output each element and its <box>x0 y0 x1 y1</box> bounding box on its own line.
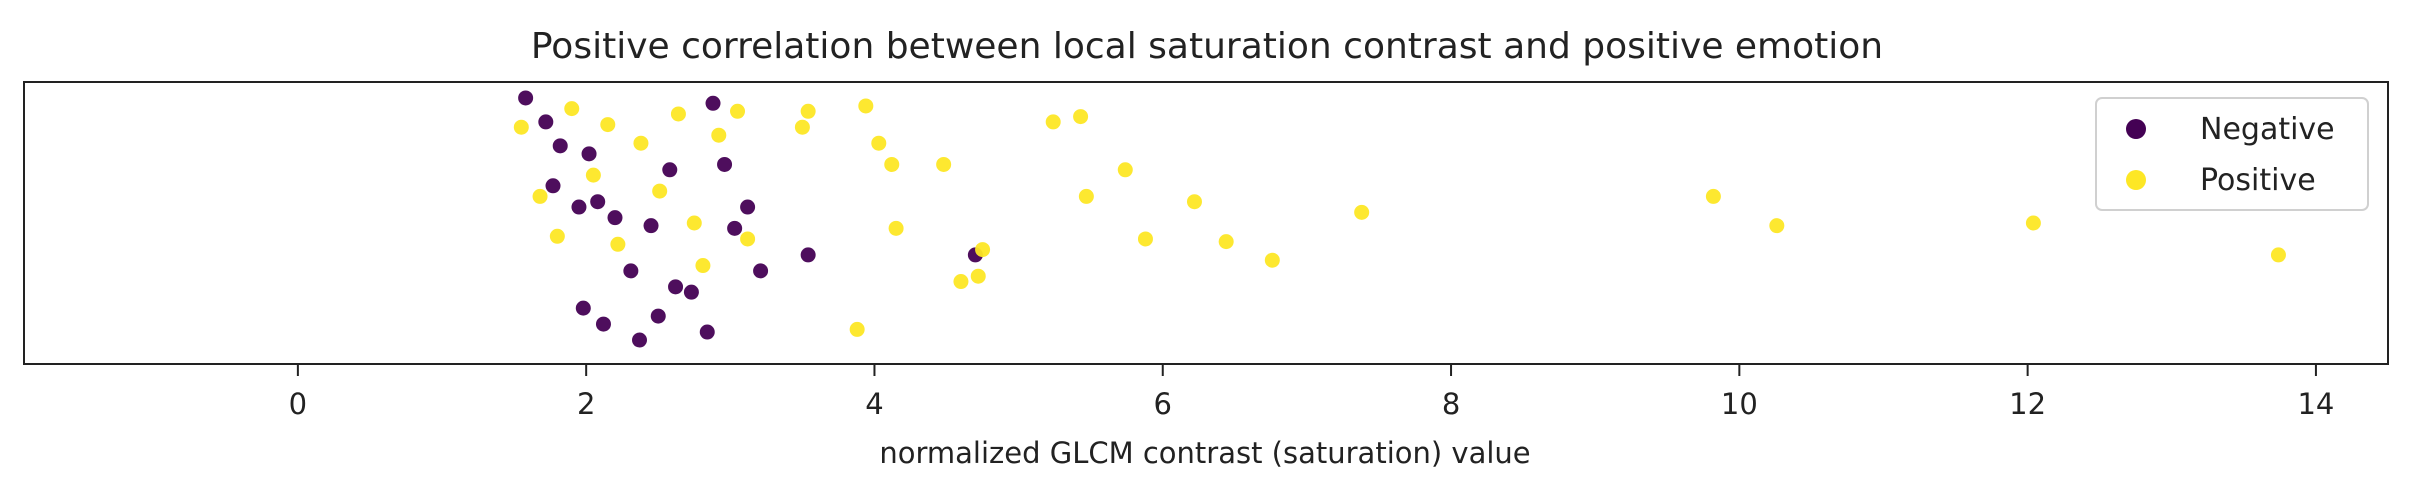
point-positive-20 <box>884 156 900 172</box>
point-negative-15 <box>727 220 743 236</box>
x-tick-label-5: 10 <box>1721 387 1758 421</box>
point-negative-10 <box>662 162 678 178</box>
point-negative-13 <box>705 95 721 111</box>
legend-box <box>2095 97 2369 211</box>
point-negative-21 <box>595 316 611 332</box>
point-negative-1 <box>538 114 554 130</box>
point-positive-6 <box>610 236 626 252</box>
legend-marker-negative <box>2126 119 2146 139</box>
point-negative-11 <box>668 279 684 295</box>
point-negative-9 <box>643 218 659 234</box>
point-negative-4 <box>571 199 587 215</box>
point-positive-4 <box>585 167 601 183</box>
x-tick-label-7: 14 <box>2297 387 2334 421</box>
point-positive-11 <box>695 258 711 274</box>
point-positive-7 <box>633 135 649 151</box>
point-positive-16 <box>800 103 816 119</box>
point-positive-2 <box>549 228 565 244</box>
point-negative-24 <box>699 324 715 340</box>
points-layer <box>513 90 2286 348</box>
point-positive-32 <box>1218 234 1234 250</box>
point-positive-10 <box>686 215 702 231</box>
point-positive-23 <box>953 274 969 290</box>
point-positive-9 <box>670 106 686 122</box>
point-negative-12 <box>683 284 699 300</box>
point-positive-19 <box>871 135 887 151</box>
point-positive-26 <box>1045 114 1061 130</box>
point-positive-36 <box>1769 218 1785 234</box>
point-negative-5 <box>581 146 597 162</box>
point-negative-0 <box>518 90 534 106</box>
legend-marker-positive <box>2126 170 2146 190</box>
x-axis-label: normalized GLCM contrast (saturation) va… <box>879 436 1530 470</box>
point-positive-33 <box>1264 252 1280 268</box>
point-negative-16 <box>740 199 756 215</box>
point-positive-31 <box>1186 194 1202 210</box>
point-negative-23 <box>650 308 666 324</box>
point-positive-29 <box>1117 162 1133 178</box>
x-tick-label-4: 8 <box>1442 387 1460 421</box>
x-tick-label-1: 2 <box>577 387 595 421</box>
point-positive-24 <box>970 268 986 284</box>
point-negative-7 <box>607 210 623 226</box>
point-negative-6 <box>590 194 606 210</box>
point-positive-17 <box>849 321 865 337</box>
plot-area <box>23 81 2389 365</box>
point-positive-13 <box>730 103 746 119</box>
point-positive-18 <box>858 98 874 114</box>
x-axis-ticks: 0 2 4 6 8 10 12 14 <box>289 364 2334 421</box>
x-tick-label-6: 12 <box>2009 387 2046 421</box>
point-negative-20 <box>575 300 591 316</box>
point-positive-35 <box>1705 188 1721 204</box>
point-negative-22 <box>632 332 648 348</box>
point-positive-25 <box>975 242 991 258</box>
x-tick-label-3: 6 <box>1154 387 1172 421</box>
x-tick-label-2: 4 <box>865 387 883 421</box>
point-positive-0 <box>513 119 529 135</box>
point-negative-14 <box>717 156 733 172</box>
point-positive-27 <box>1073 109 1089 125</box>
legend-label-negative: Negative <box>2200 112 2335 147</box>
point-positive-15 <box>794 119 810 135</box>
x-tick-label-0: 0 <box>289 387 307 421</box>
point-positive-30 <box>1137 231 1153 247</box>
point-positive-21 <box>888 220 904 236</box>
point-negative-17 <box>753 263 769 279</box>
chart-title: Positive correlation between local satur… <box>531 26 1883 67</box>
point-positive-22 <box>936 156 952 172</box>
point-negative-3 <box>552 138 568 154</box>
point-positive-3 <box>564 101 580 117</box>
point-positive-28 <box>1078 188 1094 204</box>
point-positive-1 <box>532 188 548 204</box>
point-negative-2 <box>545 178 561 194</box>
point-positive-14 <box>740 231 756 247</box>
point-positive-5 <box>600 117 616 133</box>
legend: Negative Positive <box>2095 97 2369 211</box>
point-negative-8 <box>623 263 639 279</box>
point-positive-37 <box>2025 215 2041 231</box>
point-positive-34 <box>1354 204 1370 220</box>
legend-label-positive: Positive <box>2200 163 2316 198</box>
point-positive-12 <box>711 127 727 143</box>
point-positive-38 <box>2270 247 2286 263</box>
point-negative-18 <box>800 247 816 263</box>
point-positive-8 <box>652 183 668 199</box>
